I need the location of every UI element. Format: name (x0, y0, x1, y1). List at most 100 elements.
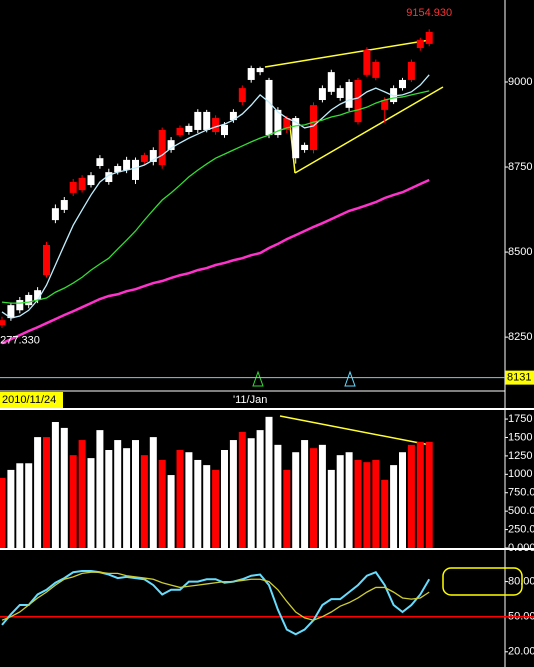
candle-body (167, 140, 175, 151)
candle-body (229, 111, 237, 121)
candle-body (247, 68, 255, 80)
volume-bar (87, 458, 95, 548)
candle-body (185, 125, 193, 132)
volume-bar (123, 448, 131, 548)
volume-bar (354, 459, 362, 548)
volume-bar (194, 459, 202, 548)
candle-body (416, 39, 424, 48)
candle-body (221, 124, 228, 136)
candle-body (336, 88, 344, 98)
candle-body (96, 158, 104, 167)
y-tick-label: 0.000 (508, 542, 534, 554)
candle-body (132, 159, 139, 180)
y-tick-label: 20.00 (508, 646, 534, 658)
candle-body (283, 118, 291, 130)
signal-marker (344, 370, 356, 387)
candle-body (25, 294, 33, 306)
volume-bar (390, 465, 398, 548)
candle-body (78, 177, 86, 191)
candle-body (354, 79, 362, 123)
volume-bar (318, 444, 326, 548)
candle-body (158, 129, 166, 165)
candle-body (256, 68, 264, 73)
volume-bar (185, 452, 193, 548)
volume-bar (34, 437, 42, 548)
candle-body (43, 244, 50, 276)
price-marker-label: 8131 (507, 372, 531, 384)
volume-bar (327, 469, 335, 548)
y-tick-label: 1250 (508, 450, 532, 462)
candle-body (318, 88, 326, 101)
volume-bar (221, 450, 228, 548)
volume-bar (301, 440, 309, 548)
y-tick-label: 250.0 (508, 523, 534, 535)
y-tick-label: 1500 (508, 431, 532, 443)
volume-bar (274, 444, 282, 548)
volume-bar (407, 444, 415, 548)
trend-line (264, 39, 431, 68)
candle-body (301, 144, 309, 151)
candle-body (0, 320, 6, 326)
trend-line (279, 415, 431, 446)
candle-body (123, 159, 131, 171)
highlight-box (442, 567, 523, 596)
volume-bar (69, 455, 77, 548)
candle-body (327, 72, 335, 92)
volume-bar (310, 448, 317, 548)
volume-bar (283, 469, 291, 548)
candle-body (87, 175, 95, 186)
candle-body (407, 61, 415, 80)
y-tick-label: 8250 (508, 331, 532, 343)
line-series (1, 90, 430, 304)
volume-bar (238, 431, 246, 548)
trend-line (294, 86, 444, 174)
candle-body (381, 100, 389, 110)
volume-bar (43, 437, 50, 548)
y-tick-label: 1000 (508, 468, 532, 480)
volume-bar (345, 452, 353, 548)
candle-body (265, 79, 273, 136)
high-label: 9154.930 (406, 7, 452, 19)
volume-bar (167, 475, 175, 548)
candle-body (16, 300, 24, 311)
volume-bar (149, 437, 157, 548)
volume-bar (425, 441, 433, 548)
volume-bar (51, 422, 59, 548)
line-series (1, 178, 430, 345)
line-series (1, 571, 430, 621)
y-tick-label: 80.00 (508, 575, 534, 587)
candle-body (372, 61, 380, 78)
volume-bar (114, 440, 122, 548)
date-label: '11/Jan (233, 394, 267, 406)
y-tick-label: 1750 (508, 413, 532, 425)
date-badge (0, 392, 63, 408)
candle-body (345, 81, 353, 108)
volume-bar (212, 469, 220, 548)
volume-bar (363, 462, 371, 548)
candle-body (390, 88, 398, 103)
y-tick-label: 8750 (508, 161, 532, 173)
line-series (1, 570, 431, 636)
volume-bar (247, 438, 255, 548)
candle-body (425, 31, 433, 44)
volume-bar (16, 463, 24, 548)
candle-body (238, 88, 246, 103)
signal-marker (252, 370, 264, 387)
candle-body (399, 79, 406, 89)
volume-bar (203, 465, 211, 548)
candle-body (274, 109, 282, 136)
candle-body (114, 166, 122, 173)
candle-body (194, 111, 202, 130)
volume-bar (25, 463, 33, 548)
price-badge (505, 370, 534, 385)
y-tick-label: 8500 (508, 246, 532, 258)
volume-bar (140, 455, 148, 548)
candle-body (212, 118, 220, 132)
y-tick-label: 9000 (508, 76, 532, 88)
candle-body (51, 208, 59, 221)
candle-body (60, 200, 68, 210)
volume-bar (265, 416, 273, 548)
volume-bar (372, 459, 380, 548)
line-series (1, 74, 430, 319)
